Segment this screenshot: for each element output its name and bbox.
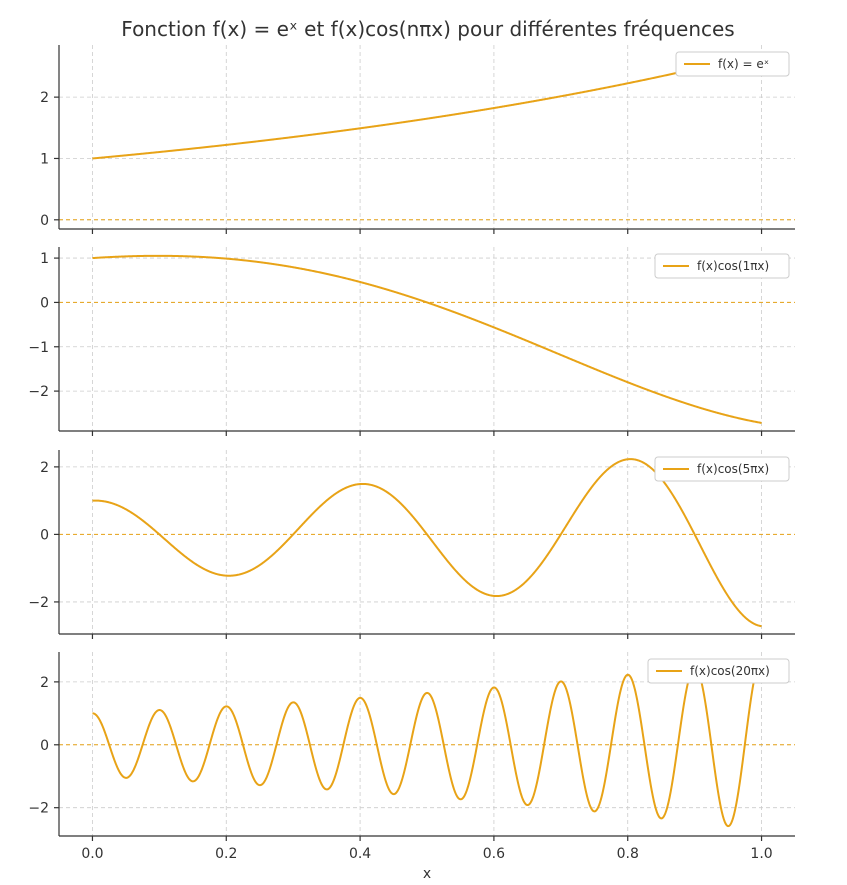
legend-box: [654, 456, 790, 482]
legend-box: [654, 253, 790, 279]
panel-3: −2 0 2 f(x)cos(5πx): [28, 450, 795, 639]
legend: f(x)cos(1πx): [654, 253, 790, 279]
panel-4: −2 0 2 0.0 0.2 0.4 0.6 0.8 1.0 f(x)cos(20πx): [28, 652, 795, 862]
series-line: [92, 458, 762, 628]
panel-1: 0 1 2 f(x) = eˣ: [40, 45, 795, 234]
legend-label: f(x)cos(5πx): [697, 462, 769, 476]
legend: f(x)cos(20πx): [647, 658, 790, 684]
y-tick-label: 2: [40, 675, 49, 691]
x-axis-label: x: [423, 866, 431, 882]
legend-box: [675, 51, 790, 77]
y-tick-label: 0: [40, 527, 49, 543]
series-line: [92, 658, 762, 828]
chart-title: Fonction f(x) = eˣ et f(x)cos(nπx) pour …: [121, 17, 734, 41]
legend-label: f(x) = eˣ: [718, 57, 769, 71]
legend-box: [647, 658, 790, 684]
y-tick-label: −2: [28, 595, 49, 611]
chart-panels: 0 1 2 f(x) = eˣ −2 −1 0 1 f(x)cos(1πx) −2 0 2 f(x)co…: [28, 45, 795, 862]
x-tick-label: 0.8: [617, 846, 639, 862]
x-tick-label: 0.2: [215, 846, 237, 862]
series-line: [92, 254, 762, 424]
y-tick-label: 1: [40, 251, 49, 267]
x-tick-label: 0.0: [81, 846, 103, 862]
x-tick-label: 0.6: [483, 846, 505, 862]
y-tick-label: −2: [28, 384, 49, 400]
legend-label: f(x)cos(20πx): [690, 664, 770, 678]
y-tick-label: 2: [40, 90, 49, 106]
y-tick-label: 1: [40, 151, 49, 167]
legend: f(x) = eˣ: [675, 51, 790, 77]
legend-label: f(x)cos(1πx): [697, 259, 769, 273]
y-tick-label: −2: [28, 801, 49, 817]
y-tick-label: 2: [40, 460, 49, 476]
y-tick-label: −1: [28, 340, 49, 356]
series-line: [92, 52, 762, 160]
y-tick-label: 0: [40, 738, 49, 754]
x-tick-label: 1.0: [750, 846, 772, 862]
panel-2: −2 −1 0 1 f(x)cos(1πx): [28, 247, 795, 436]
y-tick-label: 0: [40, 295, 49, 311]
x-tick-label: 0.4: [349, 846, 371, 862]
legend: f(x)cos(5πx): [654, 456, 790, 482]
y-tick-label: 0: [40, 213, 49, 229]
